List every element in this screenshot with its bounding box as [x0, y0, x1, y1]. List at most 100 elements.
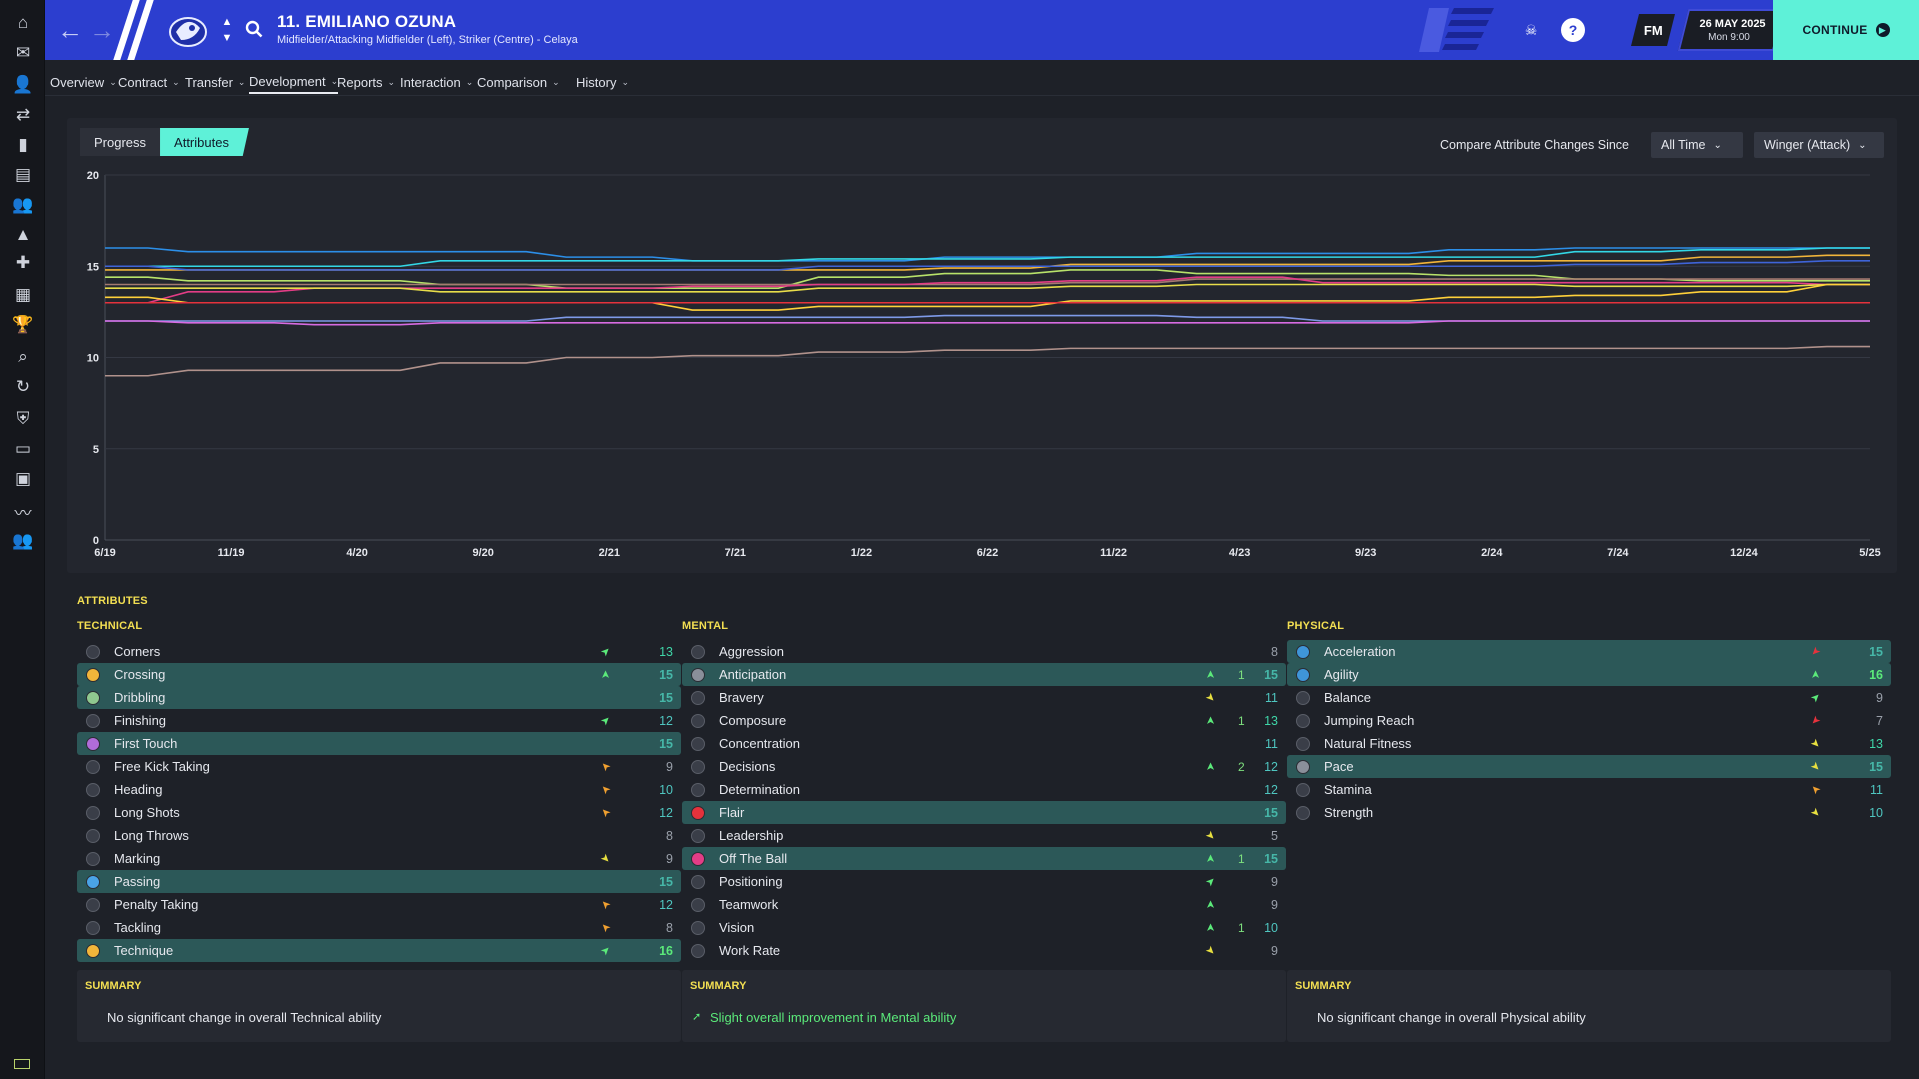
- tab-history[interactable]: History ⌄: [576, 70, 629, 94]
- tactics-icon[interactable]: ⇄: [15, 105, 31, 124]
- training-icon[interactable]: ▲: [14, 225, 32, 244]
- attribute-row-finishing[interactable]: Finishing ➤ 12: [77, 709, 681, 732]
- squad-icon[interactable]: 👤: [12, 75, 34, 94]
- attribute-change: 1: [1238, 667, 1245, 682]
- attribute-row-pace[interactable]: Pace ➤ 15: [1287, 755, 1891, 778]
- summary-title: SUMMARY: [85, 980, 142, 992]
- tab-label: Transfer: [185, 74, 233, 90]
- notes-icon[interactable]: ▤: [14, 165, 32, 184]
- scouting-icon[interactable]: ⌕: [18, 347, 28, 366]
- attribute-row-work-rate[interactable]: Work Rate ➤ 9: [682, 939, 1286, 962]
- attribute-row-marking[interactable]: Marking ➤ 9: [77, 847, 681, 870]
- attribute-row-vision[interactable]: Vision ➤ 1 10: [682, 916, 1286, 939]
- chevron-down-icon: ⌄: [237, 76, 246, 87]
- attribute-row-free-kick-taking[interactable]: Free Kick Taking ➤ 9: [77, 755, 681, 778]
- staff-icon[interactable]: 👥: [12, 195, 34, 214]
- attribute-row-stamina[interactable]: Stamina ➤ 11: [1287, 778, 1891, 801]
- period-dropdown[interactable]: All Time ⌄: [1651, 132, 1743, 158]
- tab-overview[interactable]: Overview ⌄: [50, 70, 117, 94]
- attribute-row-crossing[interactable]: Crossing ➤ 15: [77, 663, 681, 686]
- attribute-row-leadership[interactable]: Leadership ➤ 5: [682, 824, 1286, 847]
- attribute-row-strength[interactable]: Strength ➤ 10: [1287, 801, 1891, 824]
- medical-icon[interactable]: ✚: [15, 253, 31, 272]
- attribute-icon: [86, 782, 100, 797]
- trend-arrow-icon: ➤: [598, 758, 614, 774]
- attribute-row-bravery[interactable]: Bravery ➤ 11: [682, 686, 1286, 709]
- attribute-row-anticipation[interactable]: Anticipation ➤ 1 15: [682, 663, 1286, 686]
- finances-icon[interactable]: ▭: [14, 439, 32, 458]
- next-player-icon[interactable]: ▼: [221, 32, 233, 44]
- chart-grid: [104, 174, 1870, 541]
- role-dropdown[interactable]: Winger (Attack) ⌄: [1754, 132, 1884, 158]
- competitions-icon[interactable]: 🏆: [12, 315, 34, 334]
- attribute-row-first-touch[interactable]: First Touch 15: [77, 732, 681, 755]
- search-icon[interactable]: [245, 20, 263, 38]
- attribute-icon: [691, 690, 705, 705]
- attribute-row-heading[interactable]: Heading ➤ 10: [77, 778, 681, 801]
- attribute-row-agility[interactable]: Agility ➤ 16: [1287, 663, 1891, 686]
- continue-button[interactable]: CONTINUE ▶: [1773, 0, 1919, 60]
- attribute-row-corners[interactable]: Corners ➤ 13: [77, 640, 681, 663]
- summary-text: No significant change in overall Physica…: [1317, 1010, 1586, 1025]
- attribute-row-jumping-reach[interactable]: Jumping Reach ➤ 7: [1287, 709, 1891, 732]
- help-icon[interactable]: ?: [1561, 18, 1585, 42]
- attribute-row-positioning[interactable]: Positioning ➤ 9: [682, 870, 1286, 893]
- report-icon[interactable]: 〰: [14, 503, 32, 523]
- attribute-row-flair[interactable]: Flair 15: [682, 801, 1286, 824]
- tab-comparison[interactable]: Comparison ⌄: [477, 70, 560, 94]
- tab-reports[interactable]: Reports ⌄: [337, 70, 395, 94]
- transfers-icon[interactable]: ↻: [15, 377, 31, 396]
- inbox-icon[interactable]: ✉: [15, 43, 31, 62]
- dev-centre-icon[interactable]: ▣: [14, 469, 32, 488]
- attribute-row-technique[interactable]: Technique ➤ 16: [77, 939, 681, 962]
- club-info-icon[interactable]: ⛨: [16, 409, 30, 428]
- attribute-name: Flair: [719, 805, 745, 820]
- tab-interaction[interactable]: Interaction ⌄: [400, 70, 473, 94]
- x-tick-label: 2/21: [599, 547, 620, 559]
- back-arrow-icon[interactable]: ←: [57, 14, 83, 45]
- subtab-attributes[interactable]: Attributes: [160, 128, 249, 156]
- tab-transfer[interactable]: Transfer ⌄: [185, 70, 245, 94]
- attribute-row-balance[interactable]: Balance ➤ 9: [1287, 686, 1891, 709]
- prev-player-icon[interactable]: ▲: [221, 16, 233, 28]
- subtab-progress[interactable]: Progress: [80, 128, 161, 156]
- schedule-icon[interactable]: ▦: [14, 285, 32, 304]
- attribute-row-concentration[interactable]: Concentration 11: [682, 732, 1286, 755]
- attribute-row-tackling[interactable]: Tackling ➤ 8: [77, 916, 681, 939]
- skull-icon[interactable]: ☠: [1524, 21, 1538, 38]
- attribute-name: Technique: [114, 943, 174, 958]
- attribute-icon: [691, 897, 705, 912]
- attribute-row-aggression[interactable]: Aggression 8: [682, 640, 1286, 663]
- attribute-row-long-shots[interactable]: Long Shots ➤ 12: [77, 801, 681, 824]
- team-report-icon[interactable]: ▮: [18, 135, 28, 154]
- u20-icon[interactable]: 👥: [12, 531, 34, 550]
- series-line: [105, 345, 1870, 377]
- attribute-row-long-throws[interactable]: Long Throws 8: [77, 824, 681, 847]
- attribute-row-acceleration[interactable]: Acceleration ➤ 15: [1287, 640, 1891, 663]
- tab-contract[interactable]: Contract ⌄: [118, 70, 180, 94]
- attribute-row-composure[interactable]: Composure ➤ 1 13: [682, 709, 1286, 732]
- attribute-row-off-the-ball[interactable]: Off The Ball ➤ 1 15: [682, 847, 1286, 870]
- attribute-name: Long Shots: [114, 805, 180, 820]
- forward-arrow-icon[interactable]: →: [89, 14, 115, 45]
- attribute-row-penalty-taking[interactable]: Penalty Taking ➤ 12: [77, 893, 681, 916]
- trend-arrow-icon: ➤: [1203, 874, 1219, 890]
- attribute-value: 9: [1271, 943, 1278, 958]
- club-badge-icon[interactable]: [167, 10, 209, 50]
- attribute-row-natural-fitness[interactable]: Natural Fitness ➤ 13: [1287, 732, 1891, 755]
- home-icon[interactable]: ⌂: [17, 13, 29, 32]
- attribute-row-passing[interactable]: Passing 15: [77, 870, 681, 893]
- x-tick-label: 4/23: [1229, 547, 1250, 559]
- attribute-name: Crossing: [114, 667, 166, 682]
- series-line: [105, 320, 1870, 326]
- attribute-icon: [691, 667, 705, 682]
- attribute-row-determination[interactable]: Determination 12: [682, 778, 1286, 801]
- attribute-row-dribbling[interactable]: Dribbling 15: [77, 686, 681, 709]
- tab-development[interactable]: Development ⌄: [249, 70, 339, 94]
- attribute-change: 1: [1238, 713, 1245, 728]
- attribute-row-decisions[interactable]: Decisions ➤ 2 12: [682, 755, 1286, 778]
- attribute-row-teamwork[interactable]: Teamwork ➤ 9: [682, 893, 1286, 916]
- date-box[interactable]: 26 MAY 2025 Mon 9:00: [1677, 9, 1785, 51]
- fm-logo[interactable]: FM: [1631, 14, 1675, 46]
- x-tick-label: 6/19: [94, 547, 115, 559]
